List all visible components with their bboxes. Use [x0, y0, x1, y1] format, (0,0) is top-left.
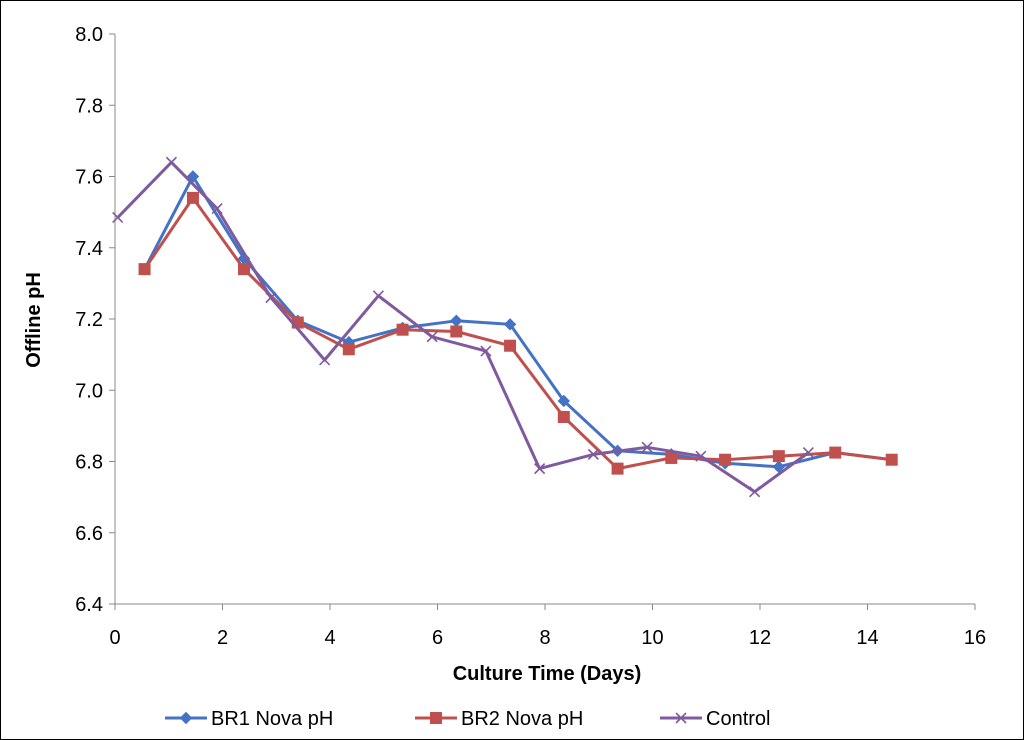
data-point-br2-nova-ph	[450, 325, 463, 338]
series-br1-nova-ph	[138, 170, 898, 474]
data-point-control	[641, 441, 653, 453]
data-point-br2-nova-ph	[396, 323, 409, 336]
legend-swatch-marker	[675, 712, 687, 724]
data-point-control	[211, 202, 223, 215]
data-point-br2-nova-ph	[772, 450, 785, 463]
data-point-br2-nova-ph	[719, 453, 732, 466]
data-point-br2-nova-ph	[504, 339, 517, 352]
data-point-br1-nova-ph	[557, 394, 571, 408]
plot-area	[112, 156, 898, 498]
x-axis-ticks: 0 2 4 6 8 10 12 14 16	[109, 604, 986, 649]
y-tick-label: 7.8	[75, 95, 103, 117]
x-tick-label: 14	[856, 627, 878, 649]
data-point-control	[749, 486, 761, 498]
data-point-control	[112, 211, 124, 224]
data-point-control	[319, 354, 331, 366]
data-point-br2-nova-ph	[238, 263, 250, 276]
data-point-control	[695, 450, 707, 462]
y-tick-label: 6.4	[75, 594, 103, 616]
y-tick-label: 7.4	[75, 238, 103, 260]
data-point-br2-nova-ph	[829, 446, 842, 459]
data-point-control	[372, 290, 384, 302]
data-point-br2-nova-ph	[186, 191, 199, 204]
data-point-control	[165, 156, 178, 168]
x-tick-label: 12	[749, 627, 771, 649]
y-tick-label: 6.8	[75, 452, 103, 474]
data-point-control	[802, 447, 814, 459]
x-tick-label: 10	[641, 627, 663, 649]
data-point-control	[480, 345, 492, 357]
data-point-control	[587, 448, 599, 460]
series-line-control	[116, 160, 810, 494]
x-tick-label: 0	[109, 627, 120, 649]
series-control	[112, 156, 814, 498]
legend-label: BR2 Nova pH	[461, 708, 583, 730]
data-point-control	[426, 331, 438, 343]
data-point-br2-nova-ph	[342, 343, 355, 356]
x-tick-label: 2	[217, 627, 228, 649]
data-point-control	[265, 292, 277, 304]
data-point-br1-nova-ph	[450, 314, 463, 327]
y-tick-label: 6.6	[75, 523, 103, 545]
x-tick-label: 6	[432, 627, 443, 649]
data-point-br2-nova-ph	[611, 462, 624, 475]
y-axis-title: Offline pH	[23, 272, 45, 368]
x-tick-label: 16	[964, 627, 986, 649]
y-tick-label: 7.2	[75, 309, 103, 331]
legend-swatch-marker	[430, 712, 442, 724]
legend-item-br1-nova-ph: BR1 Nova pH	[165, 708, 333, 730]
legend-item-control: Control	[660, 708, 770, 730]
data-point-control	[534, 463, 546, 475]
x-tick-label: 4	[324, 627, 335, 649]
legend-swatch-marker	[179, 711, 193, 725]
y-tick-label: 8.0	[75, 24, 103, 46]
data-point-br2-nova-ph	[557, 410, 570, 423]
legend: BR1 Nova pH BR2 Nova pH Control	[165, 708, 770, 730]
legend-item-br2-nova-ph: BR2 Nova pH	[415, 708, 583, 730]
legend-label: BR1 Nova pH	[211, 708, 333, 730]
data-point-br1-nova-ph	[503, 318, 517, 331]
series-br2-nova-ph	[138, 191, 898, 475]
axes	[114, 34, 975, 605]
legend-label: Control	[706, 708, 770, 730]
data-point-br2-nova-ph	[665, 451, 678, 464]
y-tick-label: 7.6	[75, 167, 103, 189]
data-point-br2-nova-ph	[138, 263, 151, 276]
y-axis-ticks: 6.4 6.6 6.8 7.0 7.2 7.4 7.6 7.8 8.0	[75, 24, 115, 616]
y-tick-label: 7.0	[75, 380, 103, 402]
data-point-br2-nova-ph	[885, 453, 898, 466]
x-axis-title: Culture Time (Days)	[453, 663, 642, 685]
x-tick-label: 8	[539, 627, 550, 649]
